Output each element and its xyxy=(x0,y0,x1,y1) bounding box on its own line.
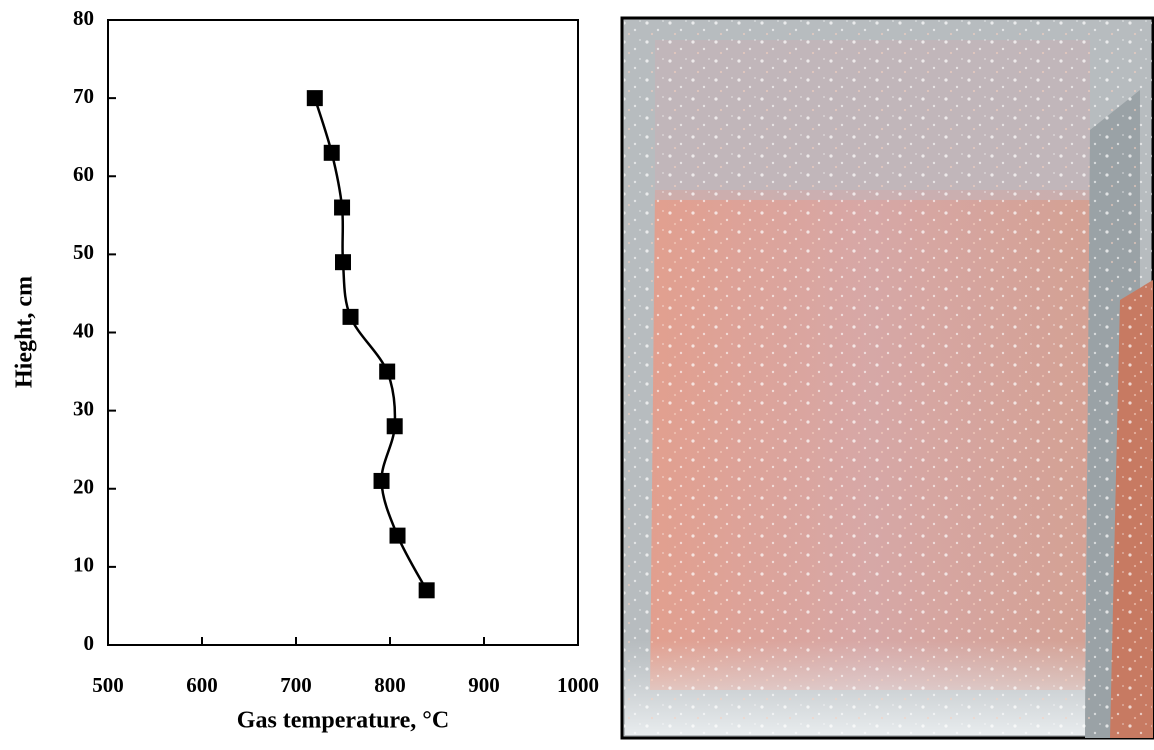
data-point xyxy=(334,199,351,216)
y-tick-label: 10 xyxy=(73,553,94,577)
data-line xyxy=(313,97,428,591)
x-tick-label: 600 xyxy=(186,673,218,697)
x-tick-label: 500 xyxy=(92,673,124,697)
y-tick-label: 70 xyxy=(73,84,94,108)
data-point xyxy=(389,527,406,544)
y-tick-label: 30 xyxy=(73,396,94,420)
y-tick-label: 80 xyxy=(73,6,94,30)
plot-frame xyxy=(107,19,579,646)
x-tick-label: 800 xyxy=(374,673,406,697)
data-point xyxy=(373,472,390,489)
data-point xyxy=(342,308,359,325)
data-point xyxy=(335,254,351,271)
data-point xyxy=(323,144,340,161)
data-point xyxy=(418,582,435,599)
y-tick-label: 60 xyxy=(73,162,94,186)
x-tick-label: 700 xyxy=(280,673,312,697)
y-axis-label: Hieght, cm xyxy=(12,276,38,388)
data-point xyxy=(386,418,403,435)
y-tick-label: 40 xyxy=(73,318,94,342)
photo xyxy=(620,16,1154,740)
x-tick-label: 900 xyxy=(468,673,500,697)
x-tick-label: 1000 xyxy=(557,673,599,697)
y-tick-label: 50 xyxy=(73,240,94,264)
y-tick-label: 20 xyxy=(73,475,94,499)
data-point xyxy=(306,90,323,107)
y-tick-label: 0 xyxy=(84,631,95,655)
data-point xyxy=(379,363,396,380)
x-axis-label: Gas temperature, °C xyxy=(237,708,449,734)
